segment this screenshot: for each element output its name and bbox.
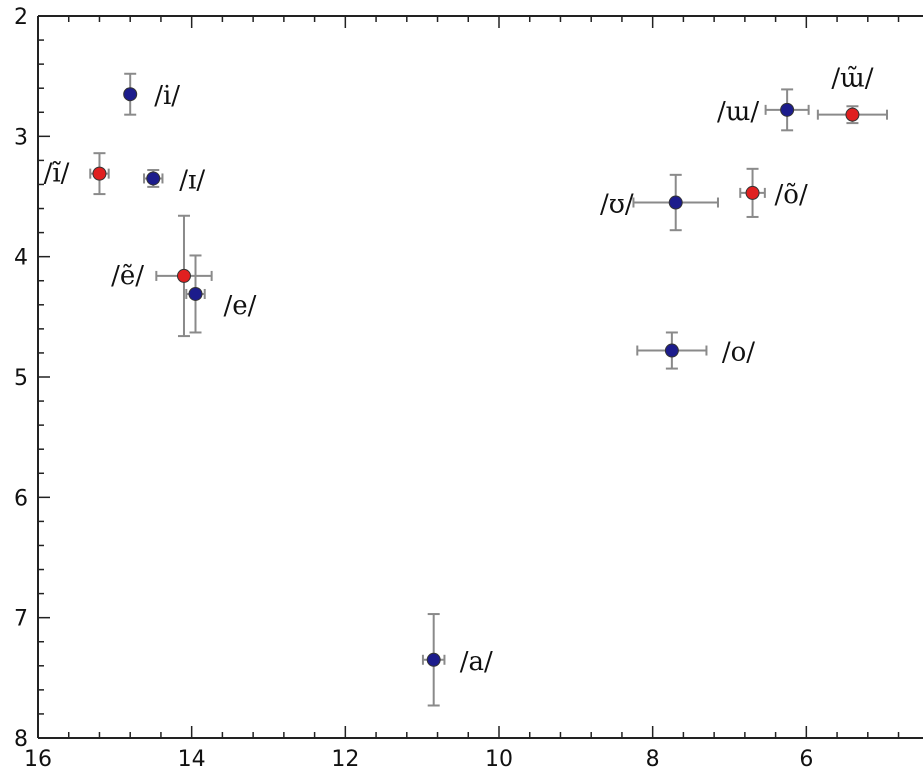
y-tick-label: 8 xyxy=(14,727,28,752)
point-marker xyxy=(426,652,441,667)
point-marker xyxy=(745,185,760,200)
y-tick-label: 2 xyxy=(14,5,28,30)
point-label: /ẽ/ xyxy=(111,261,144,291)
point-marker xyxy=(92,166,107,181)
data-point: /a/ xyxy=(421,613,493,707)
y-tick-label: 5 xyxy=(14,366,28,391)
point-marker xyxy=(146,171,161,186)
point-marker xyxy=(845,107,860,122)
point-label: /õ/ xyxy=(775,180,808,210)
point-label: /o/ xyxy=(722,338,755,368)
point-marker xyxy=(668,195,683,210)
data-point: /ẽ/ xyxy=(111,214,213,338)
data-point: /ɯ̃/ xyxy=(816,64,889,125)
point-label: /ɯ/ xyxy=(717,97,759,127)
data-point: /ɪ/ xyxy=(143,165,205,195)
data-marks: /i/ /ɪ/ /e/ /a/ /ɯ/ /ʊ/ /o/ /ĩ/ /ẽ/ /õ/ /ɯ̃/ xyxy=(44,64,889,707)
point-label: /a/ xyxy=(460,647,493,677)
data-point: /o/ xyxy=(636,331,755,370)
point-label: /e/ xyxy=(224,291,257,321)
y-tick-label: 3 xyxy=(14,125,28,150)
data-point: /e/ xyxy=(185,254,257,334)
x-tick-label: 16 xyxy=(24,747,52,772)
point-label: /i/ xyxy=(154,81,180,111)
point-label: /ĩ/ xyxy=(44,159,70,189)
data-point: /õ/ xyxy=(739,167,808,218)
point-marker xyxy=(780,102,795,117)
point-marker xyxy=(176,268,191,283)
data-point: /i/ xyxy=(123,72,180,116)
x-tick-label: 10 xyxy=(485,747,513,772)
point-label: /ʊ/ xyxy=(600,190,634,220)
y-tick-label: 4 xyxy=(14,246,28,271)
x-tick-label: 6 xyxy=(799,747,813,772)
data-point: /ʊ/ xyxy=(600,173,719,232)
data-point: /ɯ/ xyxy=(717,88,810,132)
point-marker xyxy=(188,286,203,301)
point-label: /ɪ/ xyxy=(179,165,205,195)
y-tick-label: 7 xyxy=(14,607,28,632)
point-marker xyxy=(123,87,138,102)
y-tick-label: 6 xyxy=(14,486,28,511)
data-point: /ĩ/ xyxy=(44,152,110,196)
point-label: /ɯ̃/ xyxy=(831,64,873,94)
x-tick-label: 14 xyxy=(178,747,206,772)
point-marker xyxy=(664,343,679,358)
x-tick-label: 8 xyxy=(646,747,660,772)
x-tick-label: 12 xyxy=(331,747,359,772)
